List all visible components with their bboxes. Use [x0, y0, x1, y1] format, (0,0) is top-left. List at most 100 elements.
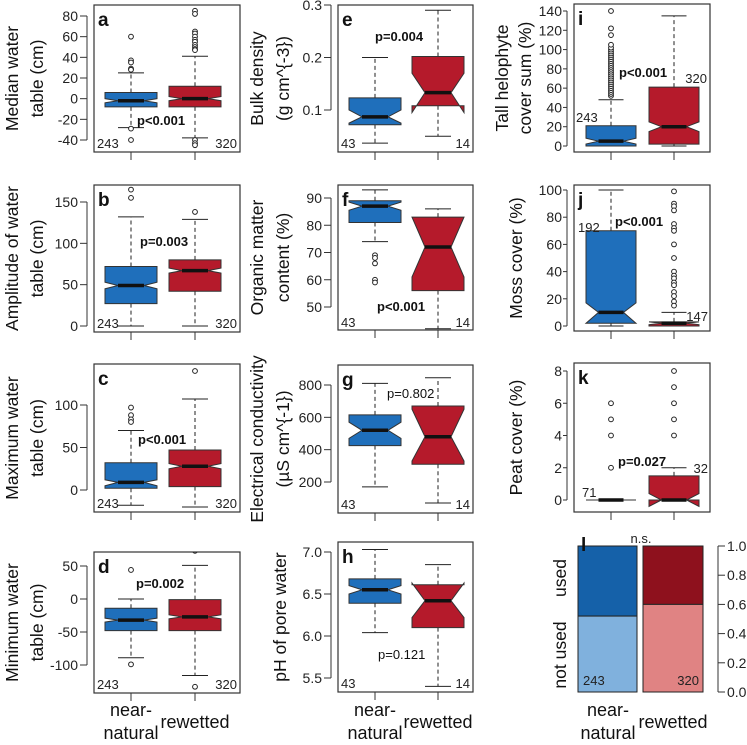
y-tick-label: -20	[58, 111, 78, 127]
plot-frame	[573, 184, 711, 332]
box-near-natural	[348, 200, 402, 224]
sample-size-label: 320	[215, 316, 237, 331]
outlier-point	[608, 400, 614, 407]
panel-letter: l	[581, 535, 586, 556]
y-tick-label: 50	[62, 440, 78, 456]
sample-size-label: 14	[456, 136, 470, 151]
panel-letter: h	[342, 547, 354, 568]
box-near-natural	[348, 97, 402, 126]
y-tick-label: 800	[299, 377, 323, 393]
outlier-point	[671, 368, 677, 374]
box-near-natural	[104, 462, 158, 489]
outlier-point	[671, 384, 677, 391]
sample-size-label: 43	[341, 497, 355, 512]
sample-size-label: 243	[97, 136, 119, 151]
outlier-point	[128, 194, 134, 201]
sample-size-label: 14	[456, 315, 470, 330]
y-tick-label: 6.0	[303, 628, 323, 644]
box-rewetted	[168, 449, 222, 488]
panel-g	[324, 364, 474, 521]
y-tick-label: 0	[554, 492, 562, 508]
plot-area	[585, 8, 700, 147]
y-tick-label: 0.2	[727, 655, 747, 671]
sample-size-label: 32	[694, 461, 708, 476]
y-tick-label: 7.0	[303, 544, 323, 560]
outlier-point	[608, 416, 614, 423]
panel-k	[563, 362, 711, 520]
y-tick-label: 70	[306, 245, 322, 261]
panel-e	[324, 4, 474, 160]
y-tick-label: 0	[70, 591, 78, 607]
y-axis-label: table (cm)	[27, 584, 47, 662]
box-rewetted	[411, 216, 465, 292]
y-tick-label: 0.8	[727, 567, 747, 583]
plot-area	[104, 368, 222, 508]
y-tick-label: 0.2	[303, 50, 323, 66]
outlier-point	[128, 66, 134, 73]
outlier-point	[671, 400, 677, 407]
outlier-point	[671, 432, 677, 439]
p-value-label: p=0.121	[378, 647, 425, 662]
y-axis-label: (g cm^{-3})	[273, 36, 293, 121]
plot-area	[104, 186, 222, 327]
y-tick-label: -100	[50, 657, 78, 673]
outlier-point	[128, 404, 134, 411]
plot-area	[348, 9, 465, 144]
x-label-near-natural: near-	[110, 700, 152, 720]
panel-a	[80, 4, 241, 160]
panel-f	[324, 184, 474, 338]
y-tick-label: 0.3	[303, 0, 323, 13]
sample-size-label: 320	[215, 496, 237, 511]
y-tick-label: 80	[546, 61, 562, 77]
plot-frame	[93, 4, 241, 153]
y-tick-label: 80	[546, 209, 562, 225]
x-label-rewetted: rewetted	[638, 712, 707, 732]
significance-label: n.s.	[631, 531, 652, 546]
sample-size-label: 243	[97, 677, 119, 692]
plot-frame	[337, 184, 474, 331]
sample-size-label: 14	[456, 497, 470, 512]
plot-area	[348, 377, 465, 504]
plot-frame	[337, 4, 474, 153]
y-tick-label: 150	[55, 194, 79, 210]
sample-size-label: 320	[215, 136, 237, 151]
outlier-point	[372, 255, 378, 261]
plot-area	[104, 552, 222, 690]
y-tick-label: 5.5	[303, 670, 323, 686]
outlier-point	[671, 241, 677, 248]
outlier-point	[671, 282, 677, 289]
y-axis-label: table (cm)	[27, 40, 47, 118]
p-value-label: p=0.004	[375, 29, 424, 44]
x-label-near-natural: near-	[587, 700, 629, 720]
panel-letter: k	[578, 368, 589, 389]
y-tick-label: 0	[554, 138, 562, 154]
panel-letter: i	[578, 9, 583, 30]
outlier-point	[128, 33, 134, 40]
y-tick-label: 0	[554, 318, 562, 334]
y-tick-label: 100	[539, 42, 563, 58]
y-tick-label: 80	[62, 8, 78, 24]
outlier-point	[192, 683, 198, 690]
outlier-point	[128, 125, 134, 132]
box-rewetted	[648, 475, 700, 508]
panel-letter: j	[577, 190, 583, 211]
y-axis-label: Bulk density	[247, 31, 267, 126]
plot-area	[584, 188, 700, 327]
box-near-natural	[585, 125, 637, 147]
panel-letter: b	[98, 190, 110, 211]
sample-size-label: 320	[685, 71, 707, 86]
outlier-point	[671, 207, 677, 214]
y-tick-label: 120	[539, 22, 563, 38]
y-tick-label: 400	[299, 442, 323, 458]
y-axis-label: table (cm)	[27, 399, 47, 477]
mosaic-not-used-near-natural	[577, 615, 638, 693]
panel-h	[324, 541, 474, 700]
sample-size-label: 147	[686, 309, 708, 324]
y-axis-label: Electrical conductivity	[247, 355, 267, 523]
sample-size-label: 320	[215, 677, 237, 692]
y-tick-label: 100	[55, 397, 79, 413]
outlier-point	[128, 419, 134, 425]
y-tick-label: 0.1	[303, 102, 323, 118]
outlier-point	[608, 25, 614, 32]
mosaic-level-label: used	[550, 559, 570, 597]
